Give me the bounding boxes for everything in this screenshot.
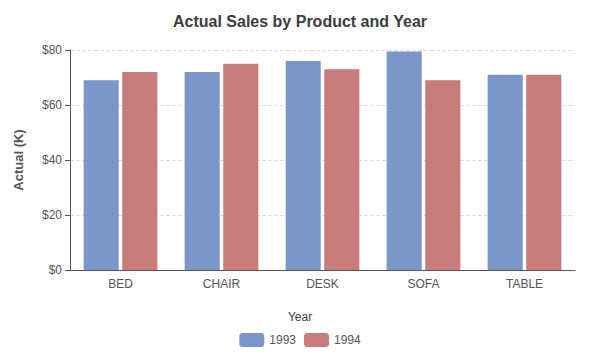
svg-text:$40: $40 (42, 153, 62, 167)
svg-text:CHAIR: CHAIR (203, 277, 241, 291)
svg-text:Actual (K): Actual (K) (11, 129, 26, 190)
svg-text:1993: 1993 (269, 333, 296, 347)
svg-text:Year: Year (288, 310, 312, 324)
svg-text:$0: $0 (49, 263, 63, 277)
svg-text:$80: $80 (42, 43, 62, 57)
svg-text:1994: 1994 (334, 333, 361, 347)
svg-text:Actual Sales by Product and Ye: Actual Sales by Product and Year (173, 13, 427, 30)
svg-text:SOFA: SOFA (407, 277, 439, 291)
svg-text:DESK: DESK (306, 277, 339, 291)
svg-text:$20: $20 (42, 208, 62, 222)
svg-text:BED: BED (108, 277, 133, 291)
svg-text:TABLE: TABLE (506, 277, 543, 291)
svg-text:$60: $60 (42, 98, 62, 112)
